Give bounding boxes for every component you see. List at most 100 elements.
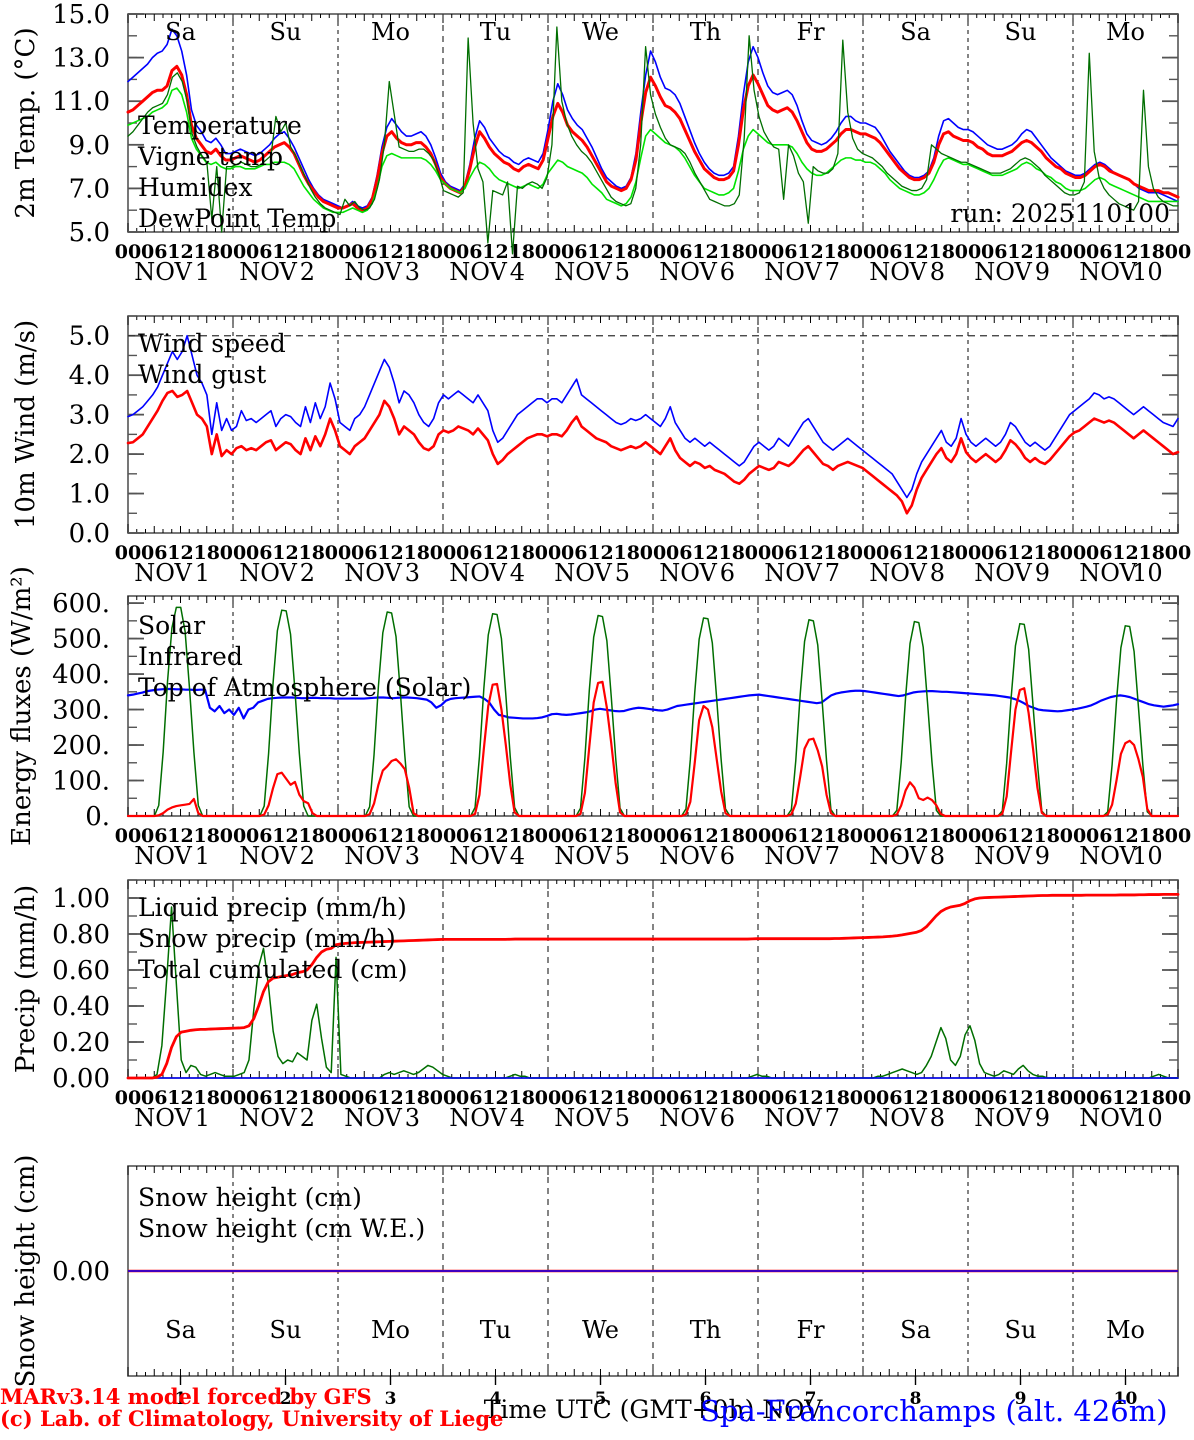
x-day-number: 6 (720, 1104, 735, 1132)
x-day-number: 7 (825, 559, 840, 587)
x-hour-label: 06 (351, 1087, 377, 1109)
x-hour-label: 18 (194, 1087, 220, 1109)
day-of-week-label: Sa (900, 18, 931, 46)
legend-item-humidex: Humidex (138, 173, 253, 202)
x-hour-label: 12 (797, 542, 823, 564)
x-hour-label: 18 (404, 1087, 430, 1109)
x-day-prefix: NOV (869, 559, 927, 587)
x-hour-label: 00 (745, 542, 771, 564)
x-day-number: 6 (720, 842, 735, 870)
day-of-week-label-bottom: Fr (796, 1316, 825, 1344)
legend-item-vigne-temp: Vigne temp (137, 142, 283, 171)
x-hour-label: 18 (824, 1087, 850, 1109)
y-tick-label: 600. (52, 589, 110, 619)
x-day-number-bottom: 2 (280, 1389, 292, 1409)
series-dewpoint-temp (127, 87, 1179, 214)
x-day-number: 1 (195, 842, 210, 870)
y-tick-label: 15.0 (52, 0, 110, 30)
x-hour-label: 18 (614, 542, 640, 564)
dow-row-top: Sa Su Mo Tu We Th Fr Sa Su Mo (165, 18, 1145, 46)
y-tick-label: 9.0 (69, 131, 110, 161)
x-hour-label: 00 (115, 1087, 141, 1109)
run-label: run: 2025110100 (950, 199, 1170, 228)
day-of-week-label-bottom: We (582, 1316, 619, 1344)
series-wind-gust (127, 334, 1179, 499)
y-tick-label: 0.60 (52, 956, 110, 986)
x-hour-label: 06 (141, 825, 167, 847)
x-hour-label: 18 (1034, 542, 1060, 564)
y-tick-label: 11.0 (52, 87, 110, 117)
x-hour-label: 00 (535, 1087, 561, 1109)
x-hour-label: 00 (955, 241, 981, 263)
x-hour-label: 12 (1112, 241, 1138, 263)
x-day-number-bottom: 7 (805, 1389, 817, 1409)
x-hour-label: 18 (1034, 825, 1060, 847)
x-day-prefix: NOV (344, 842, 402, 870)
x-hour-label: 00 (325, 542, 351, 564)
x-day-prefix: NOV (869, 842, 927, 870)
x-day-number: 5 (615, 258, 630, 286)
y-tick-label: 3.0 (69, 401, 110, 431)
panel-temperature: 00 06 12 18 00 06 12 18 00 06 12 18 00 06 12 18 00 06 12 18… (11, 0, 1191, 286)
x-hour-label: 18 (299, 542, 325, 564)
x-day-number: 6 (720, 559, 735, 587)
x-hour-label: 18 (1139, 825, 1165, 847)
x-hour-label: 00 (955, 825, 981, 847)
x-hour-label: 00 (745, 825, 771, 847)
x-hour-label: 00 (325, 241, 351, 263)
x-hour-label: 00 (745, 241, 771, 263)
x-day-number-bottom: 10 (1114, 1389, 1138, 1409)
x-day-prefix: NOV (449, 559, 507, 587)
legend-item-total-cumulated-cm-: Total cumulated (cm) (138, 955, 408, 984)
x-hour-label: 12 (692, 1087, 718, 1109)
x-hour-label: 18 (929, 542, 955, 564)
y-tick-label: 100. (52, 767, 110, 797)
x-day-number: 2 (300, 258, 315, 286)
x-hour-label: 06 (456, 825, 482, 847)
x-day-number: 9 (1035, 1104, 1050, 1132)
y-tick-label: 0.40 (52, 992, 110, 1022)
x-day-prefix: NOV (134, 842, 192, 870)
day-of-week-label-bottom: Mo (1106, 1316, 1145, 1344)
x-hour-label: 12 (272, 542, 298, 564)
y-tick-label: 4.0 (69, 361, 110, 391)
x-hour-label: 12 (902, 1087, 928, 1109)
x-hour-label: 00 (430, 825, 456, 847)
x-hour-label: 12 (377, 825, 403, 847)
x-hour-label: 06 (771, 542, 797, 564)
x-day-number-bottom: 1 (175, 1389, 187, 1409)
x-day-number: 1 (195, 258, 210, 286)
x-day-prefix: NOV (134, 559, 192, 587)
x-hour-label: 12 (272, 825, 298, 847)
x-hour-label: 06 (246, 542, 272, 564)
y-tick-label: 5.0 (69, 322, 110, 352)
x-hour-label: 12 (1112, 542, 1138, 564)
x-hour-label: 12 (587, 825, 613, 847)
x-hour-label: 18 (1139, 542, 1165, 564)
x-hour-label: 06 (561, 542, 587, 564)
x-hour-label: 18 (404, 542, 430, 564)
day-of-week-label: Mo (1106, 18, 1145, 46)
day-of-week-label: We (582, 18, 619, 46)
x-day-number: 2 (300, 842, 315, 870)
x-hour-label: 06 (876, 542, 902, 564)
y-axis-title: Energy fluxes (W/m²) (7, 566, 37, 846)
dow-row-bottom: Sa 1 Su 2 Mo 3 Tu 4 We 5 Th 6 Fr 7 Sa 8 Su 9 Mo 10 (165, 1316, 1145, 1409)
x-axis-panel-1: 00 06 12 18 00 06 12 18 00 06 12 18 00 06 12 18 00 06 12 18… (115, 316, 1191, 587)
x-hour-label: 18 (509, 241, 535, 263)
x-day-number: 8 (930, 1104, 945, 1132)
x-hour-label: 00 (1165, 825, 1191, 847)
y-tick-label: 2.0 (69, 440, 110, 470)
day-of-week-label: Su (270, 18, 302, 46)
y-tick-label: 5.0 (69, 218, 110, 248)
x-hour-label: 12 (1112, 1087, 1138, 1109)
x-day-number: 8 (930, 559, 945, 587)
x-hour-label: 12 (902, 241, 928, 263)
x-hour-label: 12 (902, 825, 928, 847)
x-hour-label: 00 (220, 241, 246, 263)
y-tick-label: 0.00 (52, 1064, 110, 1094)
x-day-prefix: NOV (449, 258, 507, 286)
x-hour-label: 00 (115, 241, 141, 263)
legend-item-wind-gust: Wind gust (138, 360, 266, 389)
